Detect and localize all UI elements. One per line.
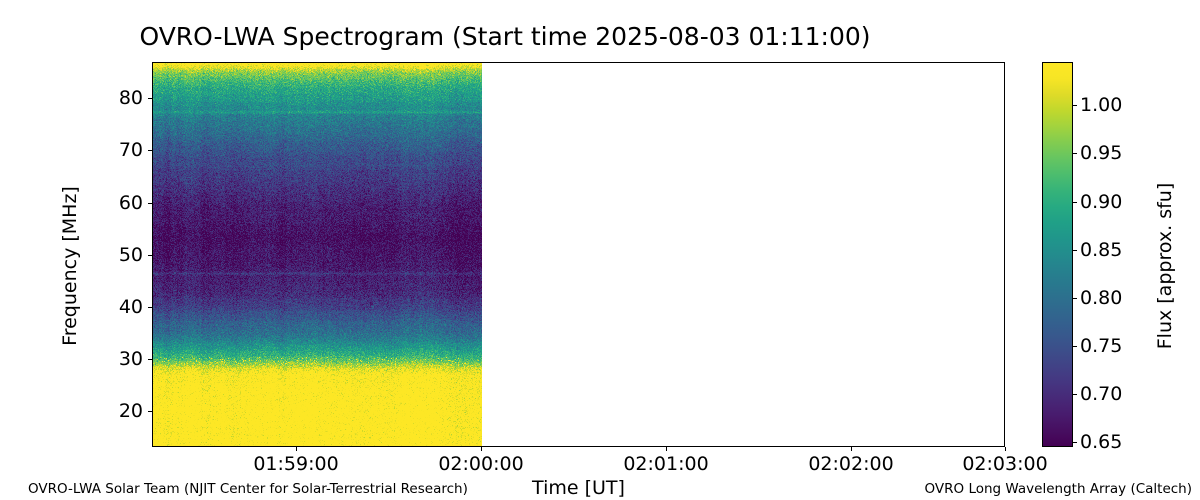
x-tick-label: 02:00:00	[438, 453, 524, 475]
y-tick-label: 60	[118, 191, 143, 214]
x-tick-label: 02:02:00	[808, 453, 894, 475]
y-tick-label: 20	[118, 399, 143, 422]
colorbar-tick-label: 0.80	[1080, 286, 1123, 309]
colorbar-tick-label: 0.65	[1080, 431, 1123, 454]
y-tick-label: 50	[118, 243, 143, 266]
y-axis-label: Frequency [MHz]	[59, 186, 81, 346]
colorbar-tick-mark	[1073, 297, 1077, 299]
colorbar-tick-label: 0.85	[1080, 238, 1123, 261]
y-tick-label: 70	[118, 139, 143, 162]
y-tick-mark	[148, 202, 152, 204]
colorbar-tick-label: 0.70	[1080, 383, 1123, 406]
colorbar-tick-label: 0.95	[1080, 142, 1123, 165]
colorbar	[1042, 62, 1073, 447]
colorbar-tick-mark	[1073, 345, 1077, 347]
y-tick-mark	[148, 410, 152, 412]
colorbar-label: Flux [approx. sfu]	[1154, 182, 1176, 350]
colorbar-tick-mark	[1073, 249, 1077, 251]
x-tick-mark	[1005, 447, 1006, 451]
y-tick-mark	[148, 150, 152, 152]
y-tick-label: 30	[118, 347, 143, 370]
x-tick-mark	[296, 447, 297, 451]
colorbar-tick-mark	[1073, 201, 1077, 203]
y-tick-label: 80	[118, 87, 143, 110]
x-tick-mark	[666, 447, 667, 451]
colorbar-tick-mark	[1073, 442, 1077, 444]
x-tick-mark	[851, 447, 852, 451]
y-tick-mark	[148, 306, 152, 308]
x-axis-label: Time [UT]	[532, 477, 625, 499]
x-tick-mark	[481, 447, 482, 451]
x-tick-label: 02:03:00	[962, 453, 1048, 475]
footer-credit-left: OVRO-LWA Solar Team (NJIT Center for Sol…	[28, 481, 468, 497]
x-tick-label: 01:59:00	[253, 453, 339, 475]
colorbar-gradient	[1043, 63, 1072, 446]
y-tick-label: 40	[118, 295, 143, 318]
colorbar-tick-label: 1.00	[1080, 94, 1123, 117]
y-tick-mark	[148, 98, 152, 100]
x-tick-label: 02:01:00	[623, 453, 709, 475]
page-title: OVRO-LWA Spectrogram (Start time 2025-08…	[139, 22, 871, 51]
colorbar-tick-label: 0.90	[1080, 190, 1123, 213]
y-tick-mark	[148, 254, 152, 256]
footer-credit-right: OVRO Long Wavelength Array (Caltech)	[924, 481, 1192, 497]
colorbar-tick-label: 0.75	[1080, 334, 1123, 357]
plot-area	[152, 62, 1005, 447]
colorbar-tick-mark	[1073, 153, 1077, 155]
colorbar-tick-mark	[1073, 394, 1077, 396]
colorbar-tick-mark	[1073, 105, 1077, 107]
y-tick-mark	[148, 358, 152, 360]
spectrogram-image	[153, 63, 1004, 446]
